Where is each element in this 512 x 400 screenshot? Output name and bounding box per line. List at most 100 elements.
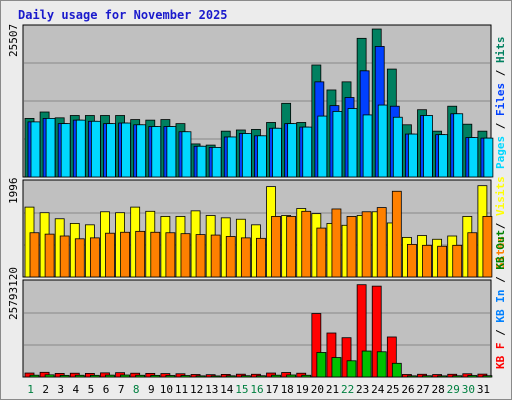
bar-pages-day-20 bbox=[317, 115, 328, 178]
legend-item-0: Pages bbox=[494, 136, 507, 169]
bar-pages-day-3 bbox=[60, 123, 71, 178]
bar-kb-f-day-20 bbox=[311, 313, 322, 378]
x-tick-label-16: 16 bbox=[250, 383, 263, 396]
legend-item-1: / bbox=[494, 323, 507, 343]
bar-sites-day-4 bbox=[74, 238, 85, 278]
bar-sites-day-18 bbox=[286, 216, 297, 278]
x-tick-label-21: 21 bbox=[326, 383, 339, 396]
x-tick-label-26: 26 bbox=[401, 383, 414, 396]
x-tick-label-18: 18 bbox=[281, 383, 294, 396]
legend-item-1: / bbox=[494, 116, 507, 136]
bar-kb-out-day-6 bbox=[105, 374, 115, 378]
bar-kb-f-day-24 bbox=[371, 285, 382, 378]
bar-kb-out-day-8 bbox=[135, 374, 146, 378]
bar-sites-day-7 bbox=[120, 231, 130, 278]
bar-kb-out-day-10 bbox=[165, 375, 176, 378]
bar-sites-day-9 bbox=[150, 231, 161, 278]
x-tick-label-8: 8 bbox=[133, 383, 140, 396]
legend-item-2: Visits bbox=[494, 176, 507, 216]
x-tick-label-30: 30 bbox=[462, 383, 475, 396]
bar-kb-out-day-18 bbox=[286, 374, 297, 378]
bar-kb-out-day-19 bbox=[301, 374, 312, 378]
legend-item-4: Hits bbox=[494, 37, 507, 64]
legend-item-1: / bbox=[494, 216, 507, 236]
bar-sites-day-21 bbox=[331, 208, 342, 278]
bar-kb-out-day-16 bbox=[256, 375, 266, 378]
bar-pages-day-10 bbox=[166, 126, 177, 178]
bar-pages-day-29 bbox=[453, 113, 464, 178]
bar-pages-day-28 bbox=[438, 134, 449, 178]
bar-sites-day-10 bbox=[165, 232, 176, 278]
bar-kb-out-day-28 bbox=[437, 375, 448, 378]
bar-sites-day-6 bbox=[105, 232, 115, 278]
bar-pages-day-17 bbox=[272, 127, 282, 178]
bar-sites-day-28 bbox=[437, 245, 448, 278]
bar-pages-day-15 bbox=[241, 133, 252, 178]
bar-kb-out-day-5 bbox=[89, 374, 100, 378]
bar-kb-out-day-27 bbox=[422, 375, 432, 378]
bar-sites-day-24 bbox=[376, 207, 387, 278]
bar-kb-f-day-21 bbox=[326, 332, 337, 378]
bar-kb-out-day-22 bbox=[346, 360, 357, 378]
x-tick-label-31: 31 bbox=[477, 383, 490, 396]
bar-sites-day-19 bbox=[301, 210, 312, 278]
x-tick-label-25: 25 bbox=[386, 383, 399, 396]
bar-sites-day-2 bbox=[44, 233, 55, 278]
x-tick-label-9: 9 bbox=[148, 383, 155, 396]
legend-item-0: KB F bbox=[494, 343, 507, 370]
x-tick-label-1: 1 bbox=[27, 383, 34, 396]
bar-pages-day-12 bbox=[196, 145, 207, 178]
bar-sites-day-27 bbox=[422, 244, 432, 278]
x-tick-label-19: 19 bbox=[296, 383, 309, 396]
bar-kb-out-day-21 bbox=[331, 357, 342, 378]
x-tick-label-11: 11 bbox=[175, 383, 188, 396]
x-tick-label-6: 6 bbox=[103, 383, 110, 396]
legend-item-3: / bbox=[494, 270, 507, 290]
x-tick-label-23: 23 bbox=[356, 383, 369, 396]
bar-kb-out-day-26 bbox=[407, 375, 417, 378]
bar-kb-out-day-7 bbox=[120, 374, 130, 378]
legend-hits-files-pages: Pages / Files / Hits bbox=[494, 37, 507, 170]
bar-pages-day-2 bbox=[45, 117, 56, 178]
bar-sites-day-30 bbox=[467, 232, 478, 278]
bar-pages-day-7 bbox=[121, 122, 131, 178]
legend-item-3: / bbox=[494, 63, 507, 83]
x-tick-label-15: 15 bbox=[235, 383, 248, 396]
bar-pages-day-26 bbox=[408, 133, 418, 178]
bar-kb-out-day-20 bbox=[316, 352, 327, 378]
bar-sites-day-26 bbox=[407, 243, 417, 278]
bar-sites-day-25 bbox=[391, 190, 402, 278]
panel-kbf-kbin-kbout bbox=[22, 279, 492, 378]
bar-kb-out-day-11 bbox=[180, 375, 191, 378]
bar-kb-out-day-9 bbox=[150, 374, 161, 378]
chart-title: Daily usage for November 2025 bbox=[18, 8, 228, 22]
x-tick-label-20: 20 bbox=[311, 383, 324, 396]
bar-kb-out-day-17 bbox=[271, 374, 281, 378]
ymax-label-visits-sites: 1996 bbox=[7, 178, 20, 205]
bar-pages-day-27 bbox=[423, 115, 433, 178]
x-tick-label-27: 27 bbox=[416, 383, 429, 396]
bar-sites-day-15 bbox=[240, 237, 251, 278]
x-tick-label-3: 3 bbox=[57, 383, 64, 396]
x-tick-label-13: 13 bbox=[205, 383, 218, 396]
legend-item-0: Sites bbox=[494, 236, 507, 269]
bar-pages-day-13 bbox=[211, 147, 222, 178]
bar-kb-out-day-14 bbox=[225, 375, 236, 378]
legend-item-4: KB Out bbox=[494, 230, 507, 270]
bar-pages-day-19 bbox=[302, 126, 313, 178]
bar-sites-day-29 bbox=[452, 244, 463, 278]
bar-pages-day-14 bbox=[226, 136, 237, 178]
bar-kb-out-day-15 bbox=[240, 375, 251, 378]
x-tick-label-4: 4 bbox=[73, 383, 80, 396]
legend-item-2: Files bbox=[494, 83, 507, 116]
bar-kb-out-day-12 bbox=[195, 375, 206, 378]
bar-kb-out-day-3 bbox=[59, 374, 70, 378]
x-tick-label-12: 12 bbox=[190, 383, 203, 396]
bar-sites-day-3 bbox=[59, 235, 70, 278]
bar-pages-day-24 bbox=[377, 104, 388, 178]
bar-pages-day-6 bbox=[106, 123, 116, 178]
bar-pages-day-5 bbox=[90, 120, 101, 178]
x-tick-label-29: 29 bbox=[447, 383, 460, 396]
